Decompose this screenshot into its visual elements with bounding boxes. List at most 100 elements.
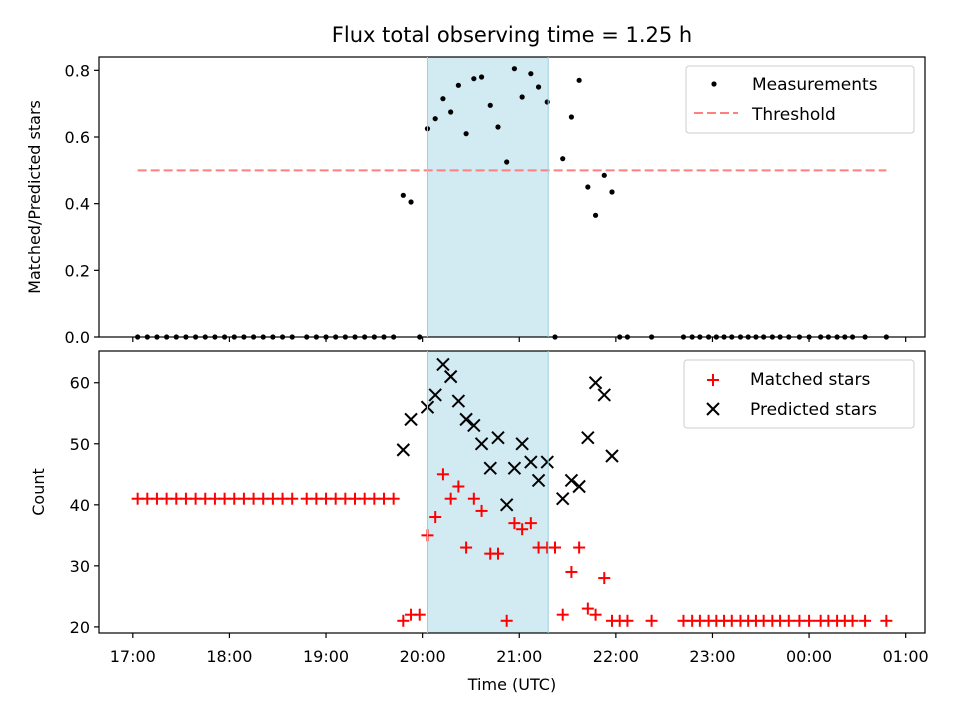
matched-point (460, 541, 473, 554)
top-plot-frame (98, 56, 926, 338)
legend-matched-label: Matched stars (750, 370, 870, 390)
predicted-point (428, 388, 442, 402)
y-tick-label: 30 (70, 557, 90, 576)
predicted-point (524, 455, 538, 469)
matched-point (452, 480, 465, 493)
bottom-panel: 20 30 40 50 60 17:00 18:00 19:00 20:00 21:00 22:0… (29, 350, 929, 694)
matched-point (436, 468, 449, 481)
chart-title: Flux total observing time = 1.25 h (332, 23, 692, 47)
predicted-point (556, 492, 570, 506)
x-tick-label: 00:00 (786, 647, 832, 666)
legend-measurements-label: Measurements (752, 75, 878, 95)
matched-point (429, 511, 442, 524)
x-tick-label: 17:00 (110, 647, 156, 666)
matched-point (846, 614, 859, 627)
predicted-point (540, 455, 554, 469)
matched-point (556, 608, 569, 621)
matched-point (589, 608, 602, 621)
predicted-point (436, 357, 450, 372)
matched-point (444, 492, 457, 505)
bottom-plot-frame (98, 350, 926, 634)
measurement-point (528, 71, 534, 77)
x-axis-label: Time (UTC) (467, 675, 556, 694)
measurement-point (471, 76, 477, 82)
y-tick-label: 0.2 (65, 261, 90, 280)
measurement-point (400, 192, 406, 198)
predicted-point (588, 376, 603, 390)
measurement-point (544, 99, 550, 105)
matched-point (581, 602, 594, 615)
matched-point (803, 614, 816, 627)
measurement-point (478, 74, 485, 80)
predicted-point (581, 430, 595, 445)
measurement-point (448, 109, 454, 115)
predicted-point (572, 479, 586, 494)
predicted-point (499, 498, 514, 512)
legend-predicted-marker (706, 402, 720, 416)
matched-point (387, 492, 400, 505)
predicted-point (605, 449, 619, 463)
measurement-point (535, 84, 542, 90)
y-tick-label: 50 (70, 435, 90, 454)
x-tick-label: 23:00 (689, 647, 735, 666)
predicted-point (531, 473, 546, 488)
matched-point (782, 614, 795, 627)
measurement-point (568, 114, 575, 120)
measurement-point (592, 212, 599, 218)
matched-point (573, 541, 586, 554)
bottom-legend-box (683, 359, 915, 429)
predicted-point (474, 437, 489, 451)
measurement-point (463, 131, 469, 137)
predicted-point (483, 461, 497, 475)
measurement-point (609, 189, 615, 195)
matched-point (516, 523, 529, 536)
x-tick-label: 22:00 (593, 647, 639, 666)
x-tick-label: 20:00 (400, 647, 446, 666)
matched-point (286, 492, 299, 505)
top-legend-box (685, 65, 915, 134)
matched-point (859, 614, 872, 627)
measurement-point (495, 124, 501, 130)
x-tick-label: 21:00 (496, 647, 542, 666)
matched-point (397, 614, 410, 627)
predicted-point (396, 443, 411, 457)
predicted-point (451, 394, 466, 408)
predicted-point (515, 437, 529, 451)
matched-point (413, 608, 426, 621)
measurement-point (455, 82, 461, 88)
measurement-point (504, 159, 510, 165)
matched-point (548, 541, 561, 554)
predicted-point (443, 369, 458, 384)
x-tick-label: 19:00 (303, 647, 349, 666)
y-tick-label: 60 (70, 374, 90, 393)
matched-point (524, 517, 537, 530)
legend-threshold-label: Threshold (751, 105, 836, 125)
matched-point (880, 614, 893, 627)
y-tick-label: 0.6 (65, 128, 90, 147)
legend-measurements-marker (711, 81, 717, 87)
x-tick-label: 01:00 (883, 647, 929, 666)
predicted-point (467, 418, 481, 433)
top-highlight-band (427, 57, 549, 337)
measurement-point (585, 184, 591, 190)
bottom-y-axis-label: Count (29, 468, 48, 516)
predicted-point (459, 412, 473, 427)
measurement-point (560, 156, 566, 162)
predicted-point (491, 430, 505, 445)
measurement-point (511, 66, 518, 72)
x-tick-label: 18:00 (206, 647, 252, 666)
y-tick-label: 0.4 (65, 195, 90, 214)
matched-point (508, 517, 521, 530)
matched-point (491, 547, 504, 560)
measurement-point (519, 94, 525, 100)
measurement-point (601, 172, 607, 178)
y-tick-label: 0.8 (65, 61, 90, 80)
predicted-point (404, 412, 418, 427)
legend-matched-marker (707, 374, 719, 386)
predicted-point (597, 388, 611, 402)
matched-point (621, 614, 634, 627)
measurement-point (432, 116, 438, 122)
matched-point (565, 565, 578, 578)
bottom-legend: Matched stars Predicted stars (683, 359, 915, 429)
